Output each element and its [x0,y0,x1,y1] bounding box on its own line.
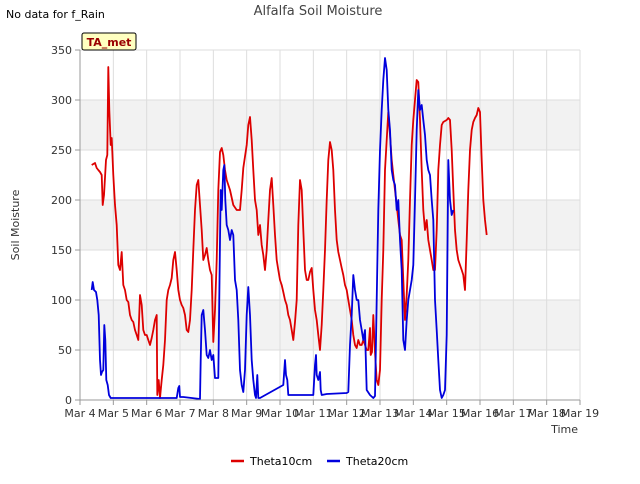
chart-title: Alfalfa Soil Moisture [254,4,383,19]
x-tick-label: Mar 8 [198,407,229,420]
x-tick-label: Mar 12 [328,407,366,420]
x-tick-label: Mar 5 [98,407,129,420]
series-line-theta10cm [91,66,488,399]
series-line-theta20cm [90,57,455,400]
x-tick-label: Mar 16 [461,407,499,420]
plot-bands [80,100,580,350]
y-tick-label: 350 [51,44,72,57]
x-axis-label: Time [550,423,578,436]
x-tick-label: Mar 13 [361,407,399,420]
x-tick-label: Mar 4 [64,407,95,420]
x-tick-label: Mar 6 [131,407,162,420]
legend: Theta10cm Theta20cm [231,455,408,468]
x-tick-label: Mar 7 [164,407,195,420]
y-tick-label: 200 [51,194,72,207]
legend-label: Theta20cm [345,455,408,468]
x-tick-label: Mar 9 [231,407,262,420]
x-tick-label: Mar 15 [428,407,466,420]
y-tick-label: 0 [65,394,72,407]
y-tick-label: 100 [51,294,72,307]
y-tick-label: 150 [51,244,72,257]
annotation-text: TA_met [87,36,132,49]
x-tick-label: Mar 14 [394,407,432,420]
x-tick-label: Mar 19 [561,407,599,420]
y-tick-label: 250 [51,144,72,157]
band-0 [80,300,580,350]
series-layer [90,57,488,400]
y-tick-label: 50 [58,344,72,357]
y-axis-label: Soil Moisture [9,189,22,260]
x-tick-label: Mar 18 [528,407,566,420]
x-tick-label: Mar 17 [494,407,532,420]
annotation-box: TA_met [81,32,137,51]
x-tick-label: Mar 11 [294,407,332,420]
no-data-note: No data for f_Rain [6,8,105,21]
axes [79,50,580,401]
x-tick-label: Mar 10 [261,407,299,420]
legend-label: Theta10cm [249,455,312,468]
band-1 [80,200,580,250]
grid-lines [79,49,581,401]
y-tick-label: 300 [51,94,72,107]
